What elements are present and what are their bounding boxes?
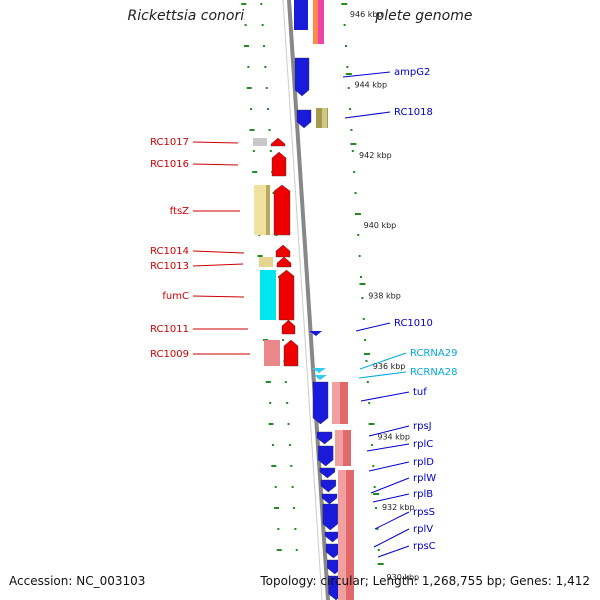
leader-line	[370, 477, 410, 494]
leader-line	[359, 352, 407, 370]
left-gene-label: RC1009	[150, 349, 189, 360]
gene-arrow-RC1011	[281, 319, 296, 335]
gene-block-RC1009	[264, 340, 280, 366]
kbp-label: 932 kbp	[382, 503, 415, 512]
rna-arrow-RCRNA29	[312, 368, 326, 373]
gene-arrow-operon	[324, 531, 341, 543]
kbp-label: 944 kbp	[354, 80, 387, 89]
gene-arrow-RC1013	[276, 256, 292, 268]
gene-arrow-RC1009	[283, 339, 299, 367]
right-gene-label: rplD	[413, 457, 434, 468]
gene-arrow-ftsZ	[273, 184, 291, 236]
gene-block-RC1017	[253, 138, 267, 146]
leader-line	[192, 163, 239, 166]
gene-block	[340, 382, 348, 424]
kbp-label: 942 kbp	[359, 151, 392, 160]
leader-line	[373, 528, 410, 548]
gene-arrow-operon	[320, 479, 337, 493]
kbp-ticks-right	[341, 3, 384, 565]
kbp-label: 940 kbp	[364, 221, 397, 230]
right-gene-label: rpsJ	[413, 421, 432, 432]
left-gene-label: RC1014	[150, 246, 189, 257]
right-gene-label: rpsC	[413, 541, 436, 552]
leader-line	[358, 371, 407, 379]
left-gene-label: RC1016	[150, 159, 189, 170]
kbp-label: 946 kbp	[350, 10, 383, 19]
right-gene-label: RC1018	[394, 107, 433, 118]
gene-arrow-operon	[322, 503, 338, 531]
gene-arrow-operon	[312, 381, 329, 425]
gene-block	[346, 470, 354, 600]
gene-block	[318, 0, 324, 44]
gene-arrow-RC1014	[275, 244, 291, 258]
left-gene-label: ftsZ	[170, 206, 189, 217]
right-gene-label: tuf	[413, 387, 427, 398]
right-gene-label: RCRNA29	[410, 348, 457, 359]
gene-block	[322, 108, 327, 128]
gene-block	[266, 185, 270, 235]
accession-text: Accession: NC_003103	[9, 574, 146, 588]
backbone-shadow	[282, 0, 323, 600]
left-gene-label: fumC	[162, 291, 189, 302]
leader-line	[368, 461, 410, 472]
gene-arrow-RC1010	[309, 331, 322, 336]
right-gene-label: rplB	[413, 489, 433, 500]
left-gene-label: RC1013	[150, 261, 189, 272]
right-gene-label: RCRNA28	[410, 367, 457, 378]
gene-arrow-operon	[317, 445, 334, 467]
right-gene-label: rplW	[413, 473, 436, 484]
leader-line	[192, 141, 239, 144]
gene-arrow-operon	[319, 467, 336, 479]
gene-block	[294, 0, 308, 30]
leader-line	[372, 493, 410, 503]
right-gene-label: RC1010	[394, 318, 433, 329]
leader-line	[192, 263, 244, 267]
gene-arrow-operon	[316, 431, 333, 445]
gene-block	[313, 0, 321, 44]
kbp-label: 930 kbp	[387, 573, 420, 582]
leader-line	[368, 425, 410, 437]
gene-arrow-RC1017	[270, 137, 286, 147]
left-gene-label: RC1011	[150, 324, 189, 335]
kbp-label: 936 kbp	[373, 362, 406, 371]
kbp-label: 934 kbp	[377, 432, 410, 441]
leader-line	[355, 322, 391, 332]
leader-line	[374, 511, 410, 530]
leader-line	[342, 71, 391, 78]
gene-block-RC1013	[259, 257, 273, 267]
kbp-label: 938 kbp	[368, 292, 401, 301]
leader-line	[192, 295, 245, 298]
gene-block-fumC	[260, 270, 276, 320]
gene-block	[343, 430, 351, 466]
leader-line	[377, 545, 410, 558]
gene-arrow-RC1018	[296, 109, 312, 129]
rna-arrow-RCRNA28	[314, 375, 327, 380]
gene-arrow-fumC	[278, 269, 295, 321]
leader-line	[366, 443, 410, 452]
genome-backbone	[287, 0, 330, 600]
leader-line	[192, 250, 245, 254]
leader-line	[360, 391, 410, 402]
gene-arrow-RC1016	[271, 151, 287, 177]
right-gene-label: rplC	[413, 439, 433, 450]
gene-arrow-operon	[321, 493, 338, 505]
right-gene-label: rplV	[413, 524, 433, 535]
gene-arrow-ampG2	[294, 57, 310, 97]
genome-summary-text: Topology: circular; Length: 1,268,755 bp…	[260, 574, 590, 588]
left-gene-label: RC1017	[150, 137, 189, 148]
right-gene-label: ampG2	[394, 67, 430, 78]
right-gene-label: rpsS	[413, 507, 435, 518]
leader-line	[344, 111, 391, 119]
